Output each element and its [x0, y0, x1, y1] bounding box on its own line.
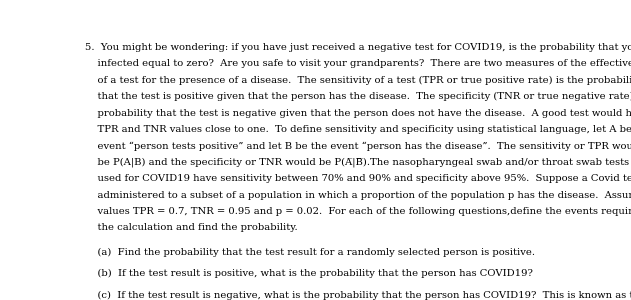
Text: be P(A|B) and the specificity or TNR would be P(A̅|B̅).The nasopharyngeal swab a: be P(A|B) and the specificity or TNR wou… [85, 158, 629, 167]
Text: probability that the test is negative given that the person does not have the di: probability that the test is negative gi… [85, 109, 631, 118]
Text: used for COVID19 have sensitivity between 70% and 90% and specificity above 95%.: used for COVID19 have sensitivity betwee… [85, 174, 631, 183]
Text: values TPR = 0.7, TNR = 0.95 and p = 0.02.  For each of the following questions,: values TPR = 0.7, TNR = 0.95 and p = 0.0… [85, 207, 631, 216]
Text: that the test is positive given that the person has the disease.  The specificit: that the test is positive given that the… [85, 92, 631, 101]
Text: administered to a subset of a population in which a proportion of the population: administered to a subset of a population… [85, 190, 631, 200]
Text: infected equal to zero?  Are you safe to visit your grandparents?  There are two: infected equal to zero? Are you safe to … [85, 59, 631, 68]
Text: 5.  You might be wondering: if you have just received a negative test for COVID1: 5. You might be wondering: if you have j… [85, 43, 631, 52]
Text: TPR and TNR values close to one.  To define sensitivity and specificity using st: TPR and TNR values close to one. To defi… [85, 125, 631, 134]
Text: the calculation and find the probability.: the calculation and find the probability… [85, 223, 297, 232]
Text: of a test for the presence of a disease.  The sensitivity of a test (TPR or true: of a test for the presence of a disease.… [85, 76, 631, 85]
Text: event “person tests positive” and let B be the event “person has the disease”.  : event “person tests positive” and let B … [85, 141, 631, 151]
Text: (b)  If the test result is positive, what is the probability that the person has: (b) If the test result is positive, what… [85, 269, 533, 278]
Text: (a)  Find the probability that the test result for a randomly selected person is: (a) Find the probability that the test r… [85, 248, 534, 257]
Text: (c)  If the test result is negative, what is the probability that the person has: (c) If the test result is negative, what… [85, 291, 631, 300]
